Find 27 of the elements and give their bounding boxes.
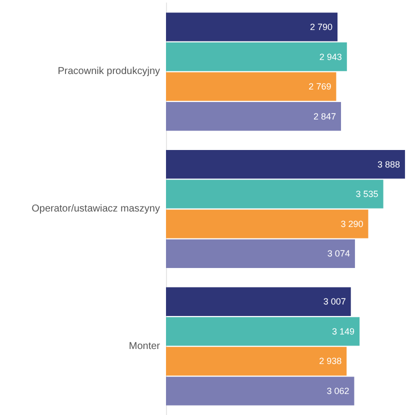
data-label: 3 149	[332, 326, 355, 336]
data-label: 3 535	[356, 189, 378, 200]
bar	[166, 210, 368, 238]
data-label: 2 938	[319, 356, 342, 366]
data-label: 3 007	[323, 296, 346, 307]
y-tick-label: Operator/ustawiacz maszyny	[32, 204, 160, 214]
y-tick-label: Monter	[128, 340, 161, 352]
data-label: 3 062	[326, 386, 350, 396]
bar	[166, 180, 384, 208]
y-tick-label: Pracownik produkcyjny	[58, 66, 160, 78]
bar	[166, 102, 342, 131]
bar	[166, 12, 338, 42]
bar	[166, 72, 336, 101]
bar	[166, 317, 360, 346]
data-label: 3 888	[377, 159, 400, 170]
bar	[166, 42, 347, 72]
bar	[166, 239, 355, 268]
data-label: 2 769	[308, 82, 332, 92]
bar	[166, 287, 351, 316]
data-label: 2 847	[313, 111, 336, 122]
data-label: 3 074	[327, 248, 350, 259]
data-label: 2 790	[310, 22, 333, 32]
data-label: 2 943	[319, 52, 342, 62]
bar	[166, 346, 347, 376]
data-label: 3 290	[340, 218, 364, 229]
bar	[166, 376, 354, 406]
bar	[166, 150, 405, 179]
